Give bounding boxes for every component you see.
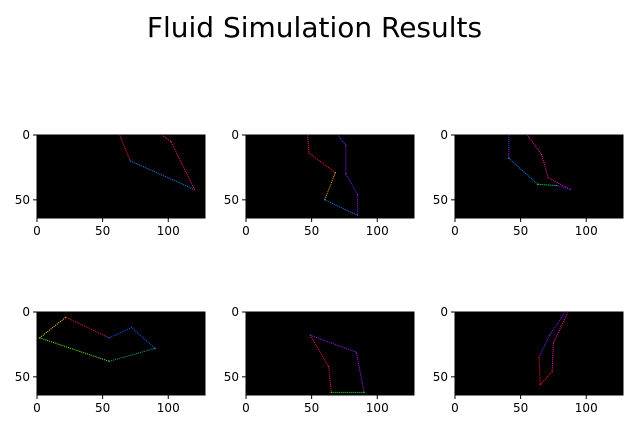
streamline-5-point-1: [108, 360, 110, 362]
x-tick-label: 0: [33, 401, 41, 415]
axes-frame: [245, 134, 415, 219]
streamline-5: [557, 185, 571, 190]
streamline-1: [39, 316, 67, 339]
streamline-2-point-1: [129, 160, 131, 162]
x-tick-label: 100: [366, 224, 389, 238]
y-tick-label: 50: [433, 370, 448, 384]
streamline-2: [310, 334, 365, 393]
streamline-2-point-2: [552, 342, 555, 344]
y-tick-label: 0: [440, 305, 448, 319]
streamline-2-point-2: [355, 351, 357, 353]
x-tick-label: 0: [242, 224, 250, 238]
y-tick-label: 50: [224, 370, 239, 384]
streamline-3: [537, 183, 558, 187]
subplot-3: 0 50 100 0 50: [433, 128, 624, 238]
y-tick-label: 0: [22, 305, 30, 319]
x-tick-label: 0: [33, 224, 41, 238]
subplot-6: 0 50 100 0 50: [433, 305, 624, 415]
streamline-3-point-3: [551, 371, 553, 373]
plot-area: [455, 312, 623, 395]
axes-frame: [36, 311, 206, 396]
y-tick-label: 0: [22, 128, 30, 142]
streamline-4-point-2: [345, 144, 347, 146]
streamline-1: [119, 134, 131, 162]
streamline-3-point-1: [324, 199, 326, 201]
streamline-1-point-2: [308, 152, 310, 154]
axes-frame: [454, 134, 624, 219]
x-tick-label: 50: [304, 224, 319, 238]
streamline-5-point-1: [556, 184, 558, 187]
axes-frame: [36, 134, 206, 219]
x-tick-label: 0: [451, 224, 459, 238]
streamline-2: [324, 172, 336, 200]
streamline-4-point-1: [39, 337, 41, 339]
streamline-5-point-2: [154, 347, 156, 349]
streamline-3: [161, 134, 195, 190]
x-tick-label: 100: [157, 224, 180, 238]
plot-area: [455, 135, 623, 218]
streamline-3-point-2: [363, 391, 365, 394]
y-tick-label: 0: [231, 305, 239, 319]
streamline-3-point-2: [539, 384, 541, 386]
y-tick-label: 50: [15, 193, 30, 207]
streamline-2-point-1: [508, 157, 510, 159]
streamline-4-point-2: [541, 153, 543, 156]
plot-area: [246, 135, 414, 218]
plot-area: [37, 135, 205, 218]
subplot-4: 0 50 100 0 50: [15, 305, 206, 415]
streamline-3-point-3: [193, 188, 196, 191]
streamline-3-point-1: [330, 391, 332, 394]
streamline-3: [324, 199, 358, 216]
x-tick-label: 0: [242, 401, 250, 415]
y-tick-label: 50: [224, 193, 239, 207]
plot-area: [37, 312, 205, 395]
streamline-4-point-3: [345, 173, 347, 175]
streamline-3-point-2: [130, 326, 133, 329]
streamline-5-point-2: [569, 188, 572, 191]
streamline-2: [129, 160, 195, 190]
subplot-grid: 0 50 100 0 50 0 50 100 0 50 0 50 100 0 50 0 50 100 0 50 0 50 1…: [15, 128, 624, 415]
x-tick-label: 0: [451, 401, 459, 415]
streamline-2-point-1: [334, 172, 336, 174]
streamline-2-point-1: [65, 316, 67, 318]
subplot-2: 0 50 100 0 50: [224, 128, 415, 238]
streamline-2: [508, 157, 539, 185]
axes-frame: [245, 311, 415, 396]
x-tick-label: 50: [95, 224, 110, 238]
streamline-4: [39, 337, 110, 362]
streamline-3-point-1: [108, 337, 110, 339]
y-tick-label: 0: [440, 128, 448, 142]
streamline-4: [526, 134, 571, 190]
streamline-1-point-2: [328, 365, 330, 368]
subplot-1: 0 50 100 0 50: [15, 128, 206, 238]
streamline-3-point-2: [170, 140, 172, 143]
x-tick-label: 50: [95, 401, 110, 415]
x-tick-label: 100: [157, 401, 180, 415]
x-tick-label: 50: [513, 224, 528, 238]
x-tick-label: 100: [575, 224, 598, 238]
y-tick-label: 50: [433, 193, 448, 207]
x-tick-label: 50: [513, 401, 528, 415]
streamline-3: [538, 357, 553, 386]
streamline-2-point-1: [309, 334, 311, 336]
x-tick-label: 100: [366, 401, 389, 415]
y-tick-label: 0: [231, 128, 239, 142]
streamline-4-point-3: [547, 177, 549, 179]
axes-frame: [454, 311, 624, 396]
x-tick-label: 100: [575, 401, 598, 415]
streamline-1-point-2: [548, 334, 551, 336]
streamline-4-point-4: [356, 194, 359, 196]
subplot-5: 0 50 100 0 50: [224, 305, 415, 415]
streamline-3-point-1: [538, 356, 540, 358]
figure-title: Fluid Simulation Results: [147, 11, 482, 44]
streamline-4: [337, 134, 359, 216]
x-tick-label: 50: [304, 401, 319, 415]
streamline-3-point-1: [537, 183, 539, 185]
y-tick-label: 50: [15, 370, 30, 384]
streamline-4-point-5: [356, 214, 359, 217]
